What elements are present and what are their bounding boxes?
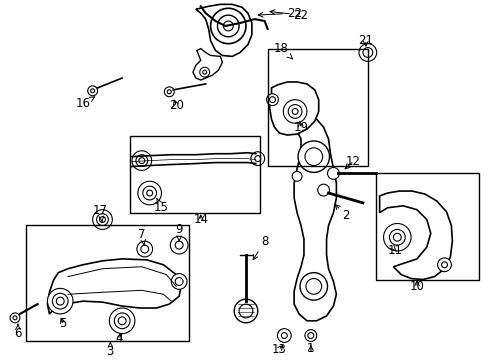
Polygon shape [379,191,451,279]
Circle shape [217,15,239,37]
Text: 6: 6 [14,324,21,340]
Bar [130,136,259,213]
Text: 12: 12 [345,155,360,169]
Circle shape [269,97,275,103]
Circle shape [317,184,329,196]
Circle shape [441,262,447,268]
Text: 3: 3 [106,342,114,358]
Circle shape [358,44,376,61]
Bar [26,225,188,341]
Circle shape [56,297,64,305]
Circle shape [250,152,264,166]
Text: 11: 11 [387,243,402,257]
Circle shape [141,245,148,253]
Circle shape [97,214,108,225]
Text: 13: 13 [271,343,286,356]
Circle shape [118,317,126,325]
Circle shape [90,89,95,93]
Circle shape [137,241,152,257]
Circle shape [277,329,290,342]
Circle shape [171,274,186,289]
Text: 14: 14 [193,213,208,226]
Circle shape [200,67,209,77]
Circle shape [164,87,174,97]
Circle shape [92,210,112,229]
Circle shape [138,181,161,205]
Text: 4: 4 [115,332,122,345]
Circle shape [287,105,302,118]
Circle shape [305,148,322,166]
Circle shape [362,48,372,57]
Circle shape [146,190,152,196]
Circle shape [437,258,450,272]
Text: 18: 18 [273,42,292,59]
Circle shape [114,313,130,329]
Circle shape [383,224,410,251]
Circle shape [203,70,206,74]
Circle shape [388,229,405,245]
Circle shape [327,167,339,179]
Circle shape [291,171,302,181]
Circle shape [234,299,257,323]
Circle shape [10,313,20,323]
Circle shape [300,273,327,300]
Text: 22: 22 [258,7,301,20]
Text: 20: 20 [168,99,183,112]
Circle shape [283,100,306,123]
Bar [267,49,367,166]
Text: 7: 7 [138,228,145,245]
Text: 10: 10 [409,280,424,293]
Text: 19: 19 [293,121,308,134]
Text: 1: 1 [306,342,314,355]
Text: 5: 5 [60,317,67,330]
Polygon shape [288,117,336,321]
Circle shape [281,333,286,338]
Circle shape [13,316,17,320]
Circle shape [307,333,313,338]
Circle shape [392,233,401,241]
Circle shape [175,241,183,249]
Circle shape [167,90,171,94]
Polygon shape [269,82,318,135]
Bar [375,174,478,279]
Polygon shape [192,49,222,80]
Circle shape [210,8,245,44]
Polygon shape [196,4,251,57]
Text: 9: 9 [175,223,183,241]
Circle shape [109,308,135,334]
Text: 16: 16 [75,97,94,110]
Circle shape [139,158,144,163]
Circle shape [136,155,147,166]
Circle shape [132,151,151,170]
Circle shape [305,279,321,294]
Text: 17: 17 [93,204,108,221]
Circle shape [305,330,316,341]
Text: 22: 22 [269,9,308,22]
Circle shape [291,108,298,114]
Circle shape [47,288,73,314]
Text: 21: 21 [358,34,373,47]
Circle shape [170,236,187,254]
Text: 8: 8 [253,235,268,260]
Text: 2: 2 [334,204,349,222]
Circle shape [100,217,105,222]
Circle shape [266,94,278,105]
Circle shape [142,186,156,200]
Circle shape [175,278,183,285]
Circle shape [52,293,68,309]
Circle shape [254,156,260,162]
Polygon shape [47,259,181,314]
Circle shape [223,21,233,31]
Circle shape [239,304,252,318]
Text: 15: 15 [154,198,168,214]
Circle shape [298,141,329,172]
Circle shape [87,86,98,96]
